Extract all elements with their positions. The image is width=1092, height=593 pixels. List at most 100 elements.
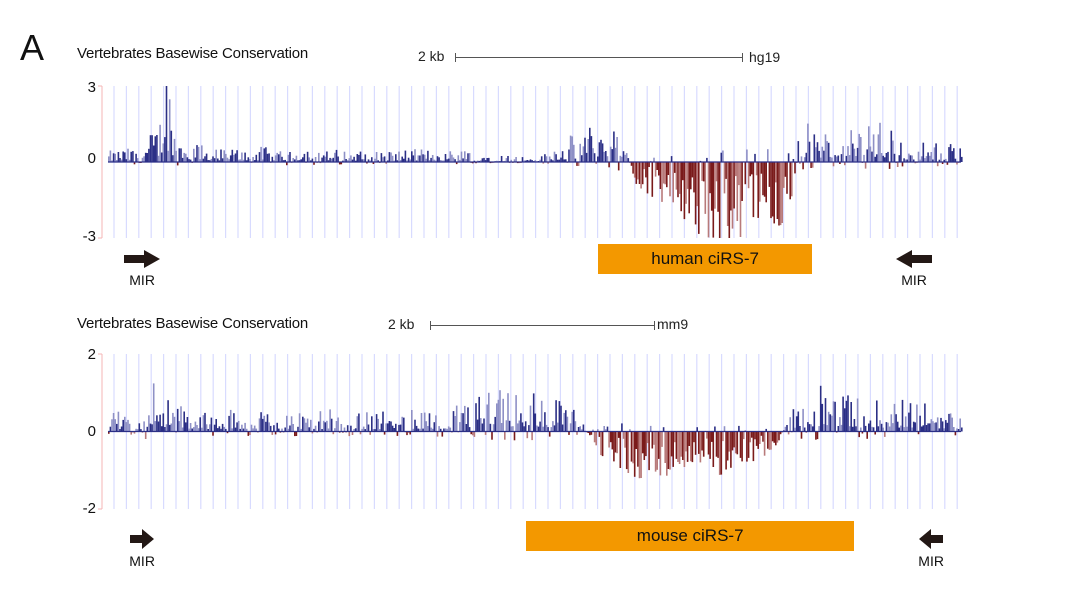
conservation-bar — [321, 157, 323, 162]
conservation-bar — [144, 152, 147, 162]
conservation-bar — [338, 162, 341, 165]
conservation-bar — [811, 162, 814, 168]
conservation-bar — [675, 162, 678, 190]
conservation-bar — [199, 417, 201, 432]
conservation-bar — [433, 422, 436, 432]
conservation-bar — [606, 156, 609, 162]
conservation-bar — [144, 431, 147, 439]
conservation-bar — [547, 427, 549, 432]
conservation-bar — [383, 431, 386, 435]
conservation-bar — [649, 425, 652, 432]
conservation-bar — [242, 159, 245, 162]
conservation-bar — [160, 426, 163, 432]
conservation-bar — [335, 149, 338, 162]
conservation-bar — [406, 160, 408, 162]
conservation-bar — [759, 162, 761, 202]
conservation-bar — [387, 423, 389, 432]
conservation-bar — [556, 422, 559, 432]
conservation-bar — [399, 424, 402, 432]
conservation-bar — [109, 150, 112, 162]
conservation-bar — [226, 157, 229, 162]
conservation-bar — [468, 153, 471, 162]
conservation-bar — [811, 426, 814, 432]
conservation-bar — [128, 423, 131, 432]
conservation-bar — [844, 408, 846, 432]
conservation-bar — [667, 162, 670, 175]
conservation-bar — [839, 417, 841, 432]
conservation-bar — [911, 155, 913, 162]
conservation-bar — [271, 156, 274, 162]
conservation-bar — [244, 422, 246, 432]
conservation-bar — [763, 431, 766, 456]
conservation-bar — [128, 159, 131, 162]
conservation-bar — [627, 158, 630, 162]
conservation-bar — [278, 428, 280, 432]
conservation-bar — [539, 421, 541, 432]
conservation-bar — [159, 124, 161, 162]
conservation-bar — [949, 144, 952, 162]
conservation-bar — [807, 422, 809, 432]
conservation-bar — [550, 427, 553, 432]
conservation-bar — [927, 423, 929, 432]
conservation-bar — [848, 155, 851, 162]
conservation-bar — [677, 162, 679, 198]
conservation-bar — [815, 147, 817, 162]
conservation-bar — [672, 162, 674, 203]
conservation-bar — [111, 419, 113, 432]
conservation-bar — [499, 390, 501, 432]
conservation-bar — [860, 137, 862, 162]
conservation-bar — [199, 159, 201, 162]
conservation-bar — [658, 162, 660, 176]
conservation-bar — [651, 162, 654, 197]
conservation-bar — [563, 159, 565, 162]
conservation-bar — [229, 409, 232, 432]
conservation-bar — [871, 426, 873, 432]
conservation-bar — [744, 430, 747, 432]
conservation-bar — [398, 424, 400, 432]
conservation-bar — [885, 153, 888, 162]
conservation-bar — [167, 400, 169, 432]
conservation-bar — [585, 152, 588, 162]
conservation-bar — [688, 162, 690, 214]
conservation-bar — [399, 160, 402, 162]
conservation-bar — [845, 400, 848, 432]
conservation-bar — [274, 155, 277, 162]
conservation-bar — [383, 156, 386, 162]
conservation-bar — [403, 158, 405, 162]
conservation-bar — [733, 162, 735, 209]
conservation-bar — [946, 162, 949, 165]
conservation-bar — [664, 431, 666, 463]
conservation-bar — [893, 403, 896, 432]
conservation-bar — [380, 423, 383, 432]
conservation-bar — [529, 159, 532, 162]
conservation-bar — [868, 423, 870, 432]
conservation-bar — [489, 423, 492, 432]
conservation-bar — [587, 431, 589, 433]
conservation-bar — [273, 425, 275, 432]
conservation-bar — [300, 428, 302, 432]
conservation-bar — [956, 428, 958, 432]
conservation-bar — [827, 142, 830, 162]
conservation-bar — [667, 431, 670, 469]
human-cirs7-feature: human ciRS-7 — [598, 244, 812, 274]
conservation-bar — [961, 156, 963, 162]
conservation-bar — [255, 154, 258, 162]
conservation-bar — [882, 427, 884, 432]
conservation-bar — [762, 162, 764, 196]
conservation-bar — [625, 153, 628, 162]
conservation-bar — [597, 156, 599, 162]
conservation-bar — [659, 431, 662, 476]
conservation-bar — [730, 431, 732, 468]
conservation-bar — [816, 142, 819, 162]
conservation-bar — [890, 414, 893, 432]
conservation-bar — [225, 153, 227, 162]
conservation-bar — [768, 431, 771, 450]
conservation-bar — [156, 415, 158, 432]
conservation-bar — [422, 154, 424, 162]
conservation-bar — [544, 154, 546, 162]
conservation-bar — [824, 398, 827, 432]
conservation-bar — [608, 162, 610, 168]
conservation-bar — [582, 146, 585, 162]
conservation-bar — [268, 422, 270, 432]
conservation-bar — [754, 153, 756, 162]
